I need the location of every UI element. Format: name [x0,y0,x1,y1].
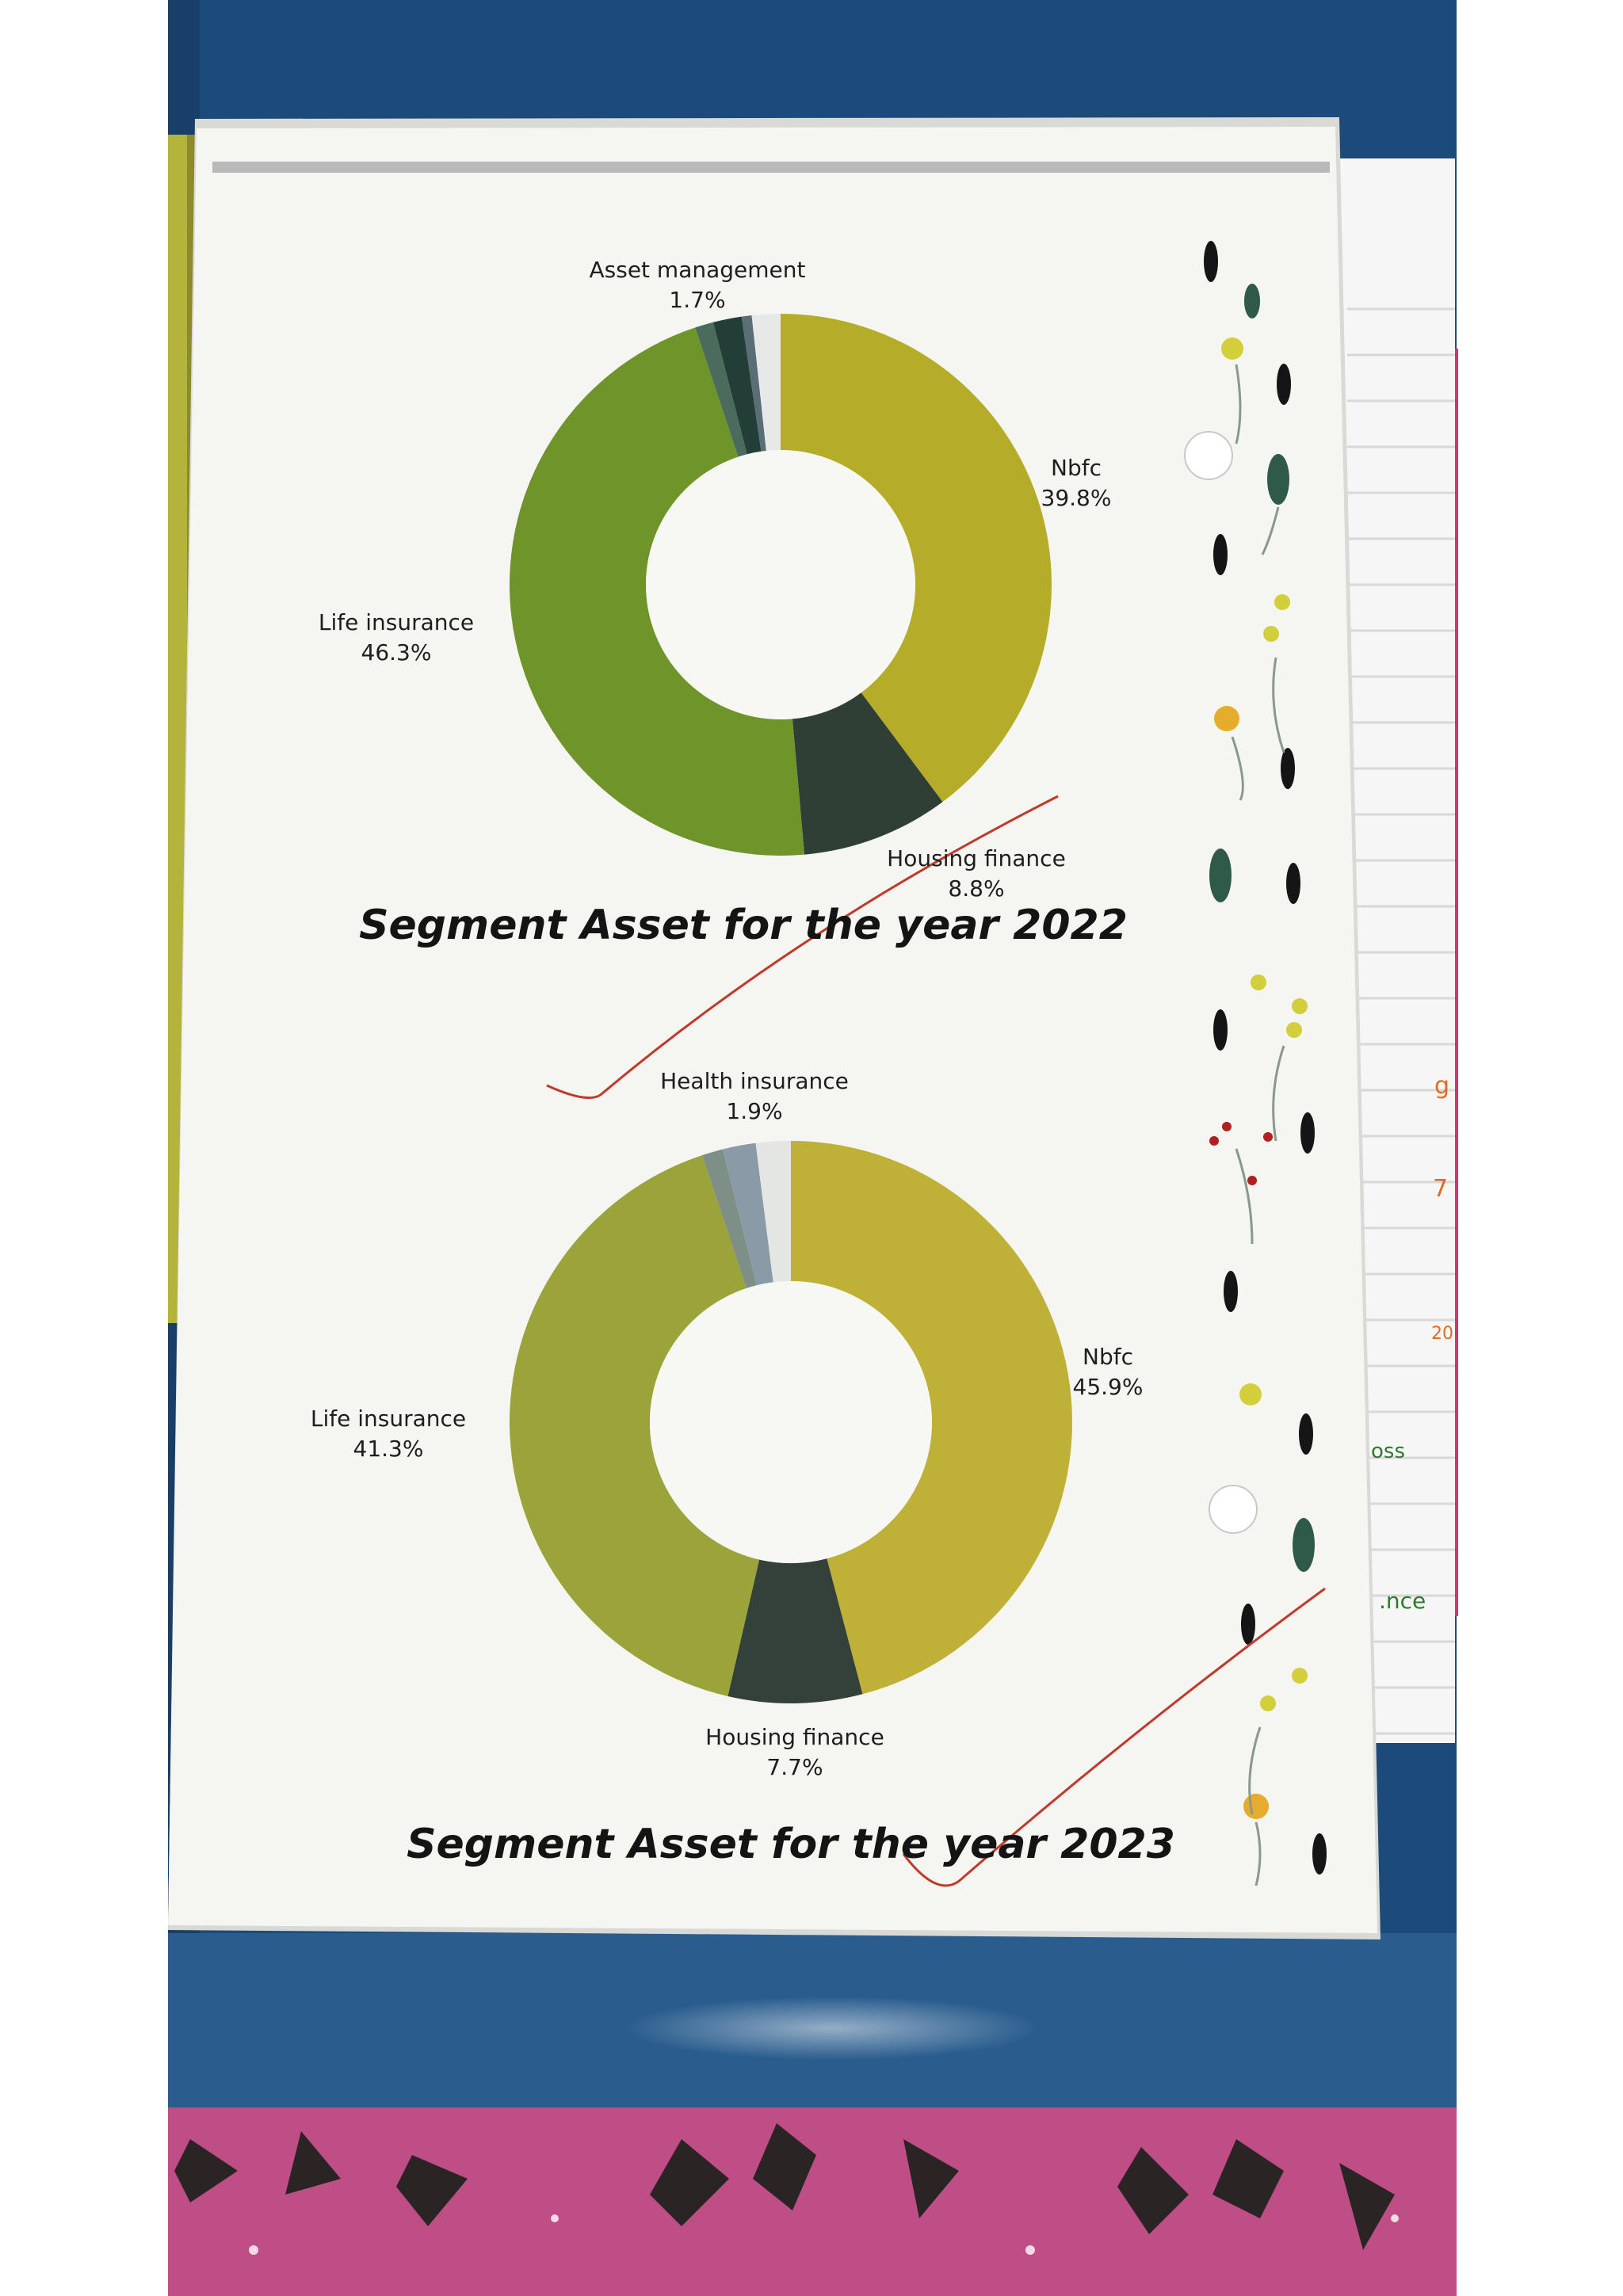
slice-health-insurance [722,1142,773,1286]
slice-minor-6 [751,314,781,451]
label-pct-nbfc: 45.9% [1073,1374,1144,1400]
slice-nbfc [791,1140,1073,1695]
label-life-insurance: Life insurance [311,1405,466,1432]
label-pct-asset-management: 1.7% [669,287,725,313]
page-top-rule [212,162,1330,173]
donut-hole [646,450,915,719]
slice-life-insurance [510,1155,760,1696]
svg-text:oss: oss [1371,1440,1405,1463]
pen-mark [902,1587,1326,1887]
svg-text:g: g [1434,1072,1449,1100]
fabric-pattern [174,2123,1395,2250]
slice-minor-5 [755,1141,791,1283]
slice-minor-3 [702,1149,757,1289]
label-housing-finance: Housing finance [887,845,1066,871]
slice-life-insurance [509,327,805,856]
chart-title-2022: Segment Asset for the year 2022 [359,902,1128,949]
chart-title-2023: Segment Asset for the year 2023 [407,1821,1175,1868]
label-nbfc: Nbfc [1083,1344,1133,1370]
left-margin [0,0,168,2296]
donut-hole [650,1281,932,1563]
label-pct-health-insurance: 1.9% [726,1098,782,1124]
svg-text:7: 7 [1433,1175,1448,1203]
label-life-insurance: Life insurance [319,609,474,635]
sheet-handwriting: g 7 20 oss .nce [1371,1072,1453,1614]
label-asset-management: Asset management [590,257,806,283]
svg-text:.nce: .nce [1379,1588,1426,1614]
label-housing-finance: Housing finance [705,1724,884,1750]
label-pct-housing-finance: 7.7% [766,1754,823,1780]
donut-chart-2022: Nbfc 39.8% Housing finance 8.8% Life insuran… [319,257,1112,902]
svg-text:20: 20 [1431,1324,1453,1344]
slice-minor-3 [695,322,747,457]
floral-strip [1184,241,1327,1886]
slice-nbfc [781,314,1052,803]
right-margin [1457,0,1623,2296]
label-nbfc: Nbfc [1051,455,1102,481]
pen-mark [546,795,1059,1100]
plastic-glare [626,1997,1038,2060]
label-pct-life-insurance: 41.3% [353,1436,424,1462]
slice-minor-5 [741,315,766,452]
main-page [168,127,1377,1933]
label-pct-housing-finance: 8.8% [948,875,1004,902]
slice-housing-finance [792,692,943,855]
donut-chart-2023: Nbfc 45.9% Housing finance 7.7% Life insuran… [311,1068,1144,1780]
label-pct-life-insurance: 46.3% [361,639,432,666]
slice-asset-management [712,316,762,455]
slice-housing-finance [727,1558,863,1703]
fabric-spots [249,2214,1399,2255]
label-pct-nbfc: 39.8% [1041,485,1112,511]
label-health-insurance: Health insurance [660,1068,849,1094]
